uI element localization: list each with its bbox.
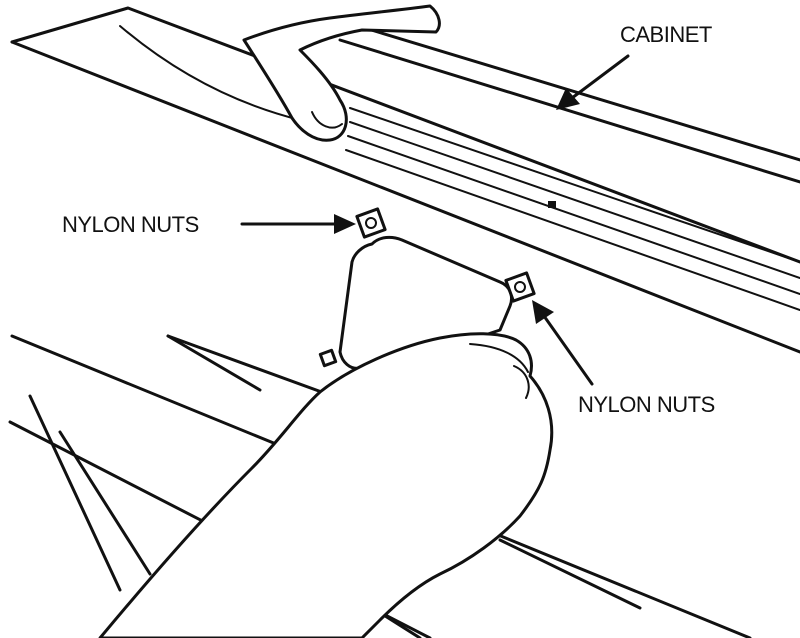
lower-hand <box>98 332 554 638</box>
nylon-nuts-left-label: NYLON NUTS <box>62 212 199 237</box>
nylon-nuts-right-callout: NYLON NUTS <box>532 300 715 417</box>
nylon-nuts-left-callout: NYLON NUTS <box>62 212 356 237</box>
upper-hand <box>242 4 441 142</box>
cabinet-panel <box>10 6 800 354</box>
nylon-nut-right-icon <box>504 271 536 303</box>
cabinet-callout: CABINET <box>556 22 712 110</box>
nylon-nuts-right-label: NYLON NUTS <box>578 392 715 417</box>
cabinet-label: CABINET <box>620 22 712 47</box>
plate-hole-icon <box>318 348 338 368</box>
nylon-nut-left-icon <box>355 207 387 239</box>
screw-hole <box>548 201 556 208</box>
